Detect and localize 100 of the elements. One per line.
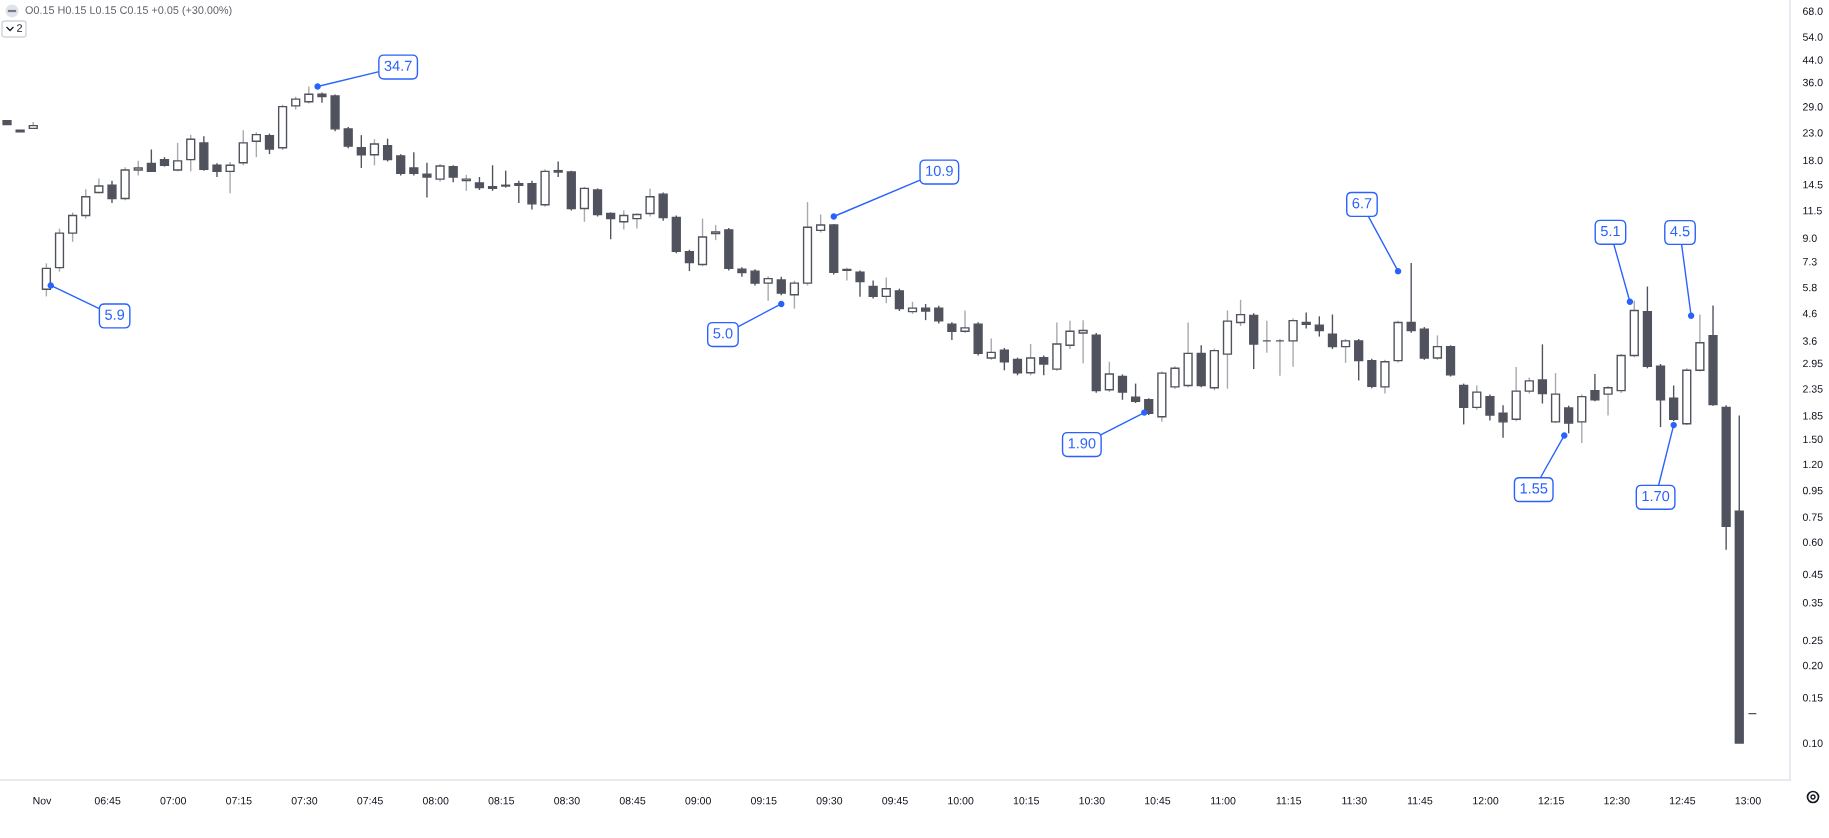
candlestick [1485,393,1495,422]
candlestick [107,179,117,204]
y-tick-label: 54.0 [1802,33,1823,41]
candlestick [1340,338,1351,364]
candlestick [842,267,852,282]
y-tick-label: 44.0 [1802,56,1823,64]
x-tick-label: 10:00 [948,796,974,805]
y-tick-label: 23.0 [1803,129,1823,137]
y-tick-label: 0.15 [1802,694,1823,702]
text: O0.15 H0.15 L0.15 C0.15 +0.05 (+30.00%) [25,5,232,17]
annotation: 1.55 [1520,483,1548,494]
candlestick [251,131,261,158]
x-tick-label: 07:00 [160,796,187,805]
candlestick [396,153,406,177]
candlestick [855,269,865,298]
y-tick-label: 11.5 [1803,207,1822,215]
y-tick-label: 9.0 [1802,234,1817,242]
x-tick-label: 12:30 [1604,796,1630,805]
candlestick [409,151,419,177]
x-tick-label: 13:00 [1735,796,1761,805]
candlestick [1354,338,1364,382]
candlestick [1459,382,1469,426]
x-tick-label: 11:30 [1342,796,1367,805]
candlestick [1432,334,1443,361]
y-tick-label: 0.10 [1802,739,1823,748]
candlestick [1669,384,1679,422]
candlestick [487,164,498,192]
x-tick-label: 11:45 [1407,797,1433,805]
candlestick [789,280,800,310]
x-tick-label: 12:15 [1538,796,1564,805]
candlestick [172,142,183,173]
y-tick-label: 0.75 [1802,513,1823,521]
candlestick [606,211,616,240]
candlestick [658,191,668,222]
candlestick [1590,373,1600,403]
annotation: 5.9 [105,309,125,320]
y-tick-label: 0.60 [1802,538,1823,546]
y-tick-label: 2.35 [1803,385,1823,393]
x-tick-label: 12:45 [1669,796,1696,805]
candlestick [632,212,642,230]
annotation: 10.9 [926,165,953,176]
candlestick [527,179,537,211]
candlestick [514,179,524,204]
x-tick-label: 09:00 [685,796,711,805]
y-tick-label: 1.85 [1803,412,1823,420]
candlestick [645,187,655,218]
y-tick-label: 0.25 [1802,636,1823,645]
annotation: 4.5 [1670,226,1690,237]
y-tick-label: 0.35 [1802,598,1823,607]
x-tick-label: 10:30 [1079,796,1105,805]
candlestick [67,211,78,243]
x-tick-label: 09:30 [816,796,843,805]
y-tick-label: 1.50 [1803,435,1823,444]
candlestick [369,138,380,166]
candlestick [894,287,905,312]
candlestick [225,161,235,195]
x-tick-label: 11:15 [1276,797,1302,805]
annotation: 1.70 [1642,490,1670,502]
annotation: 34.7 [384,60,412,71]
candlestick [619,209,629,231]
candlestick [1472,384,1482,411]
candlestick [881,276,891,305]
candlestick [1564,405,1574,434]
x-tick-label: 10:15 [1013,796,1039,805]
candlestick [1406,262,1416,334]
candlestick [1104,361,1114,393]
y-tick-label: 29.0 [1803,103,1823,111]
x-tick-label: 09:15 [750,796,777,805]
candlestick [1130,382,1141,404]
candlestick [1314,315,1324,338]
x-tick-label: 12:00 [1473,796,1499,805]
candlestick [382,138,393,163]
y-tick-label: 36.0 [1802,78,1823,87]
y-tick-label: 0.20 [1802,661,1823,670]
x-tick-label: 07:30 [291,796,318,805]
candlestick [960,309,970,334]
candlestick [1537,343,1548,405]
candlestick [1117,373,1128,401]
candlestick [1235,299,1246,327]
candlestick [684,249,695,272]
candlestick [816,213,826,234]
y-tick-label: 2.95 [1803,359,1823,368]
candlestick [356,134,366,169]
x-tick-label: 09:45 [882,796,908,805]
annotation: 6.7 [1352,198,1372,209]
annotation: 5.1 [1600,226,1620,237]
candlestick [1065,319,1075,350]
x-tick-label: 07:15 [226,796,252,805]
y-tick-label: 7.3 [1803,257,1817,266]
candlestick [1039,354,1049,376]
candlestick [1288,317,1298,368]
candlestick [81,188,91,220]
y-tick-label: 1.20 [1803,460,1823,469]
candlestick [1025,343,1036,376]
y-tick-label: 0.45 [1802,570,1823,579]
candlestick [1327,313,1338,350]
candlestick [264,132,275,155]
candlestick [343,126,353,150]
candlestick [1498,404,1508,439]
annotation: 2 [17,24,22,32]
